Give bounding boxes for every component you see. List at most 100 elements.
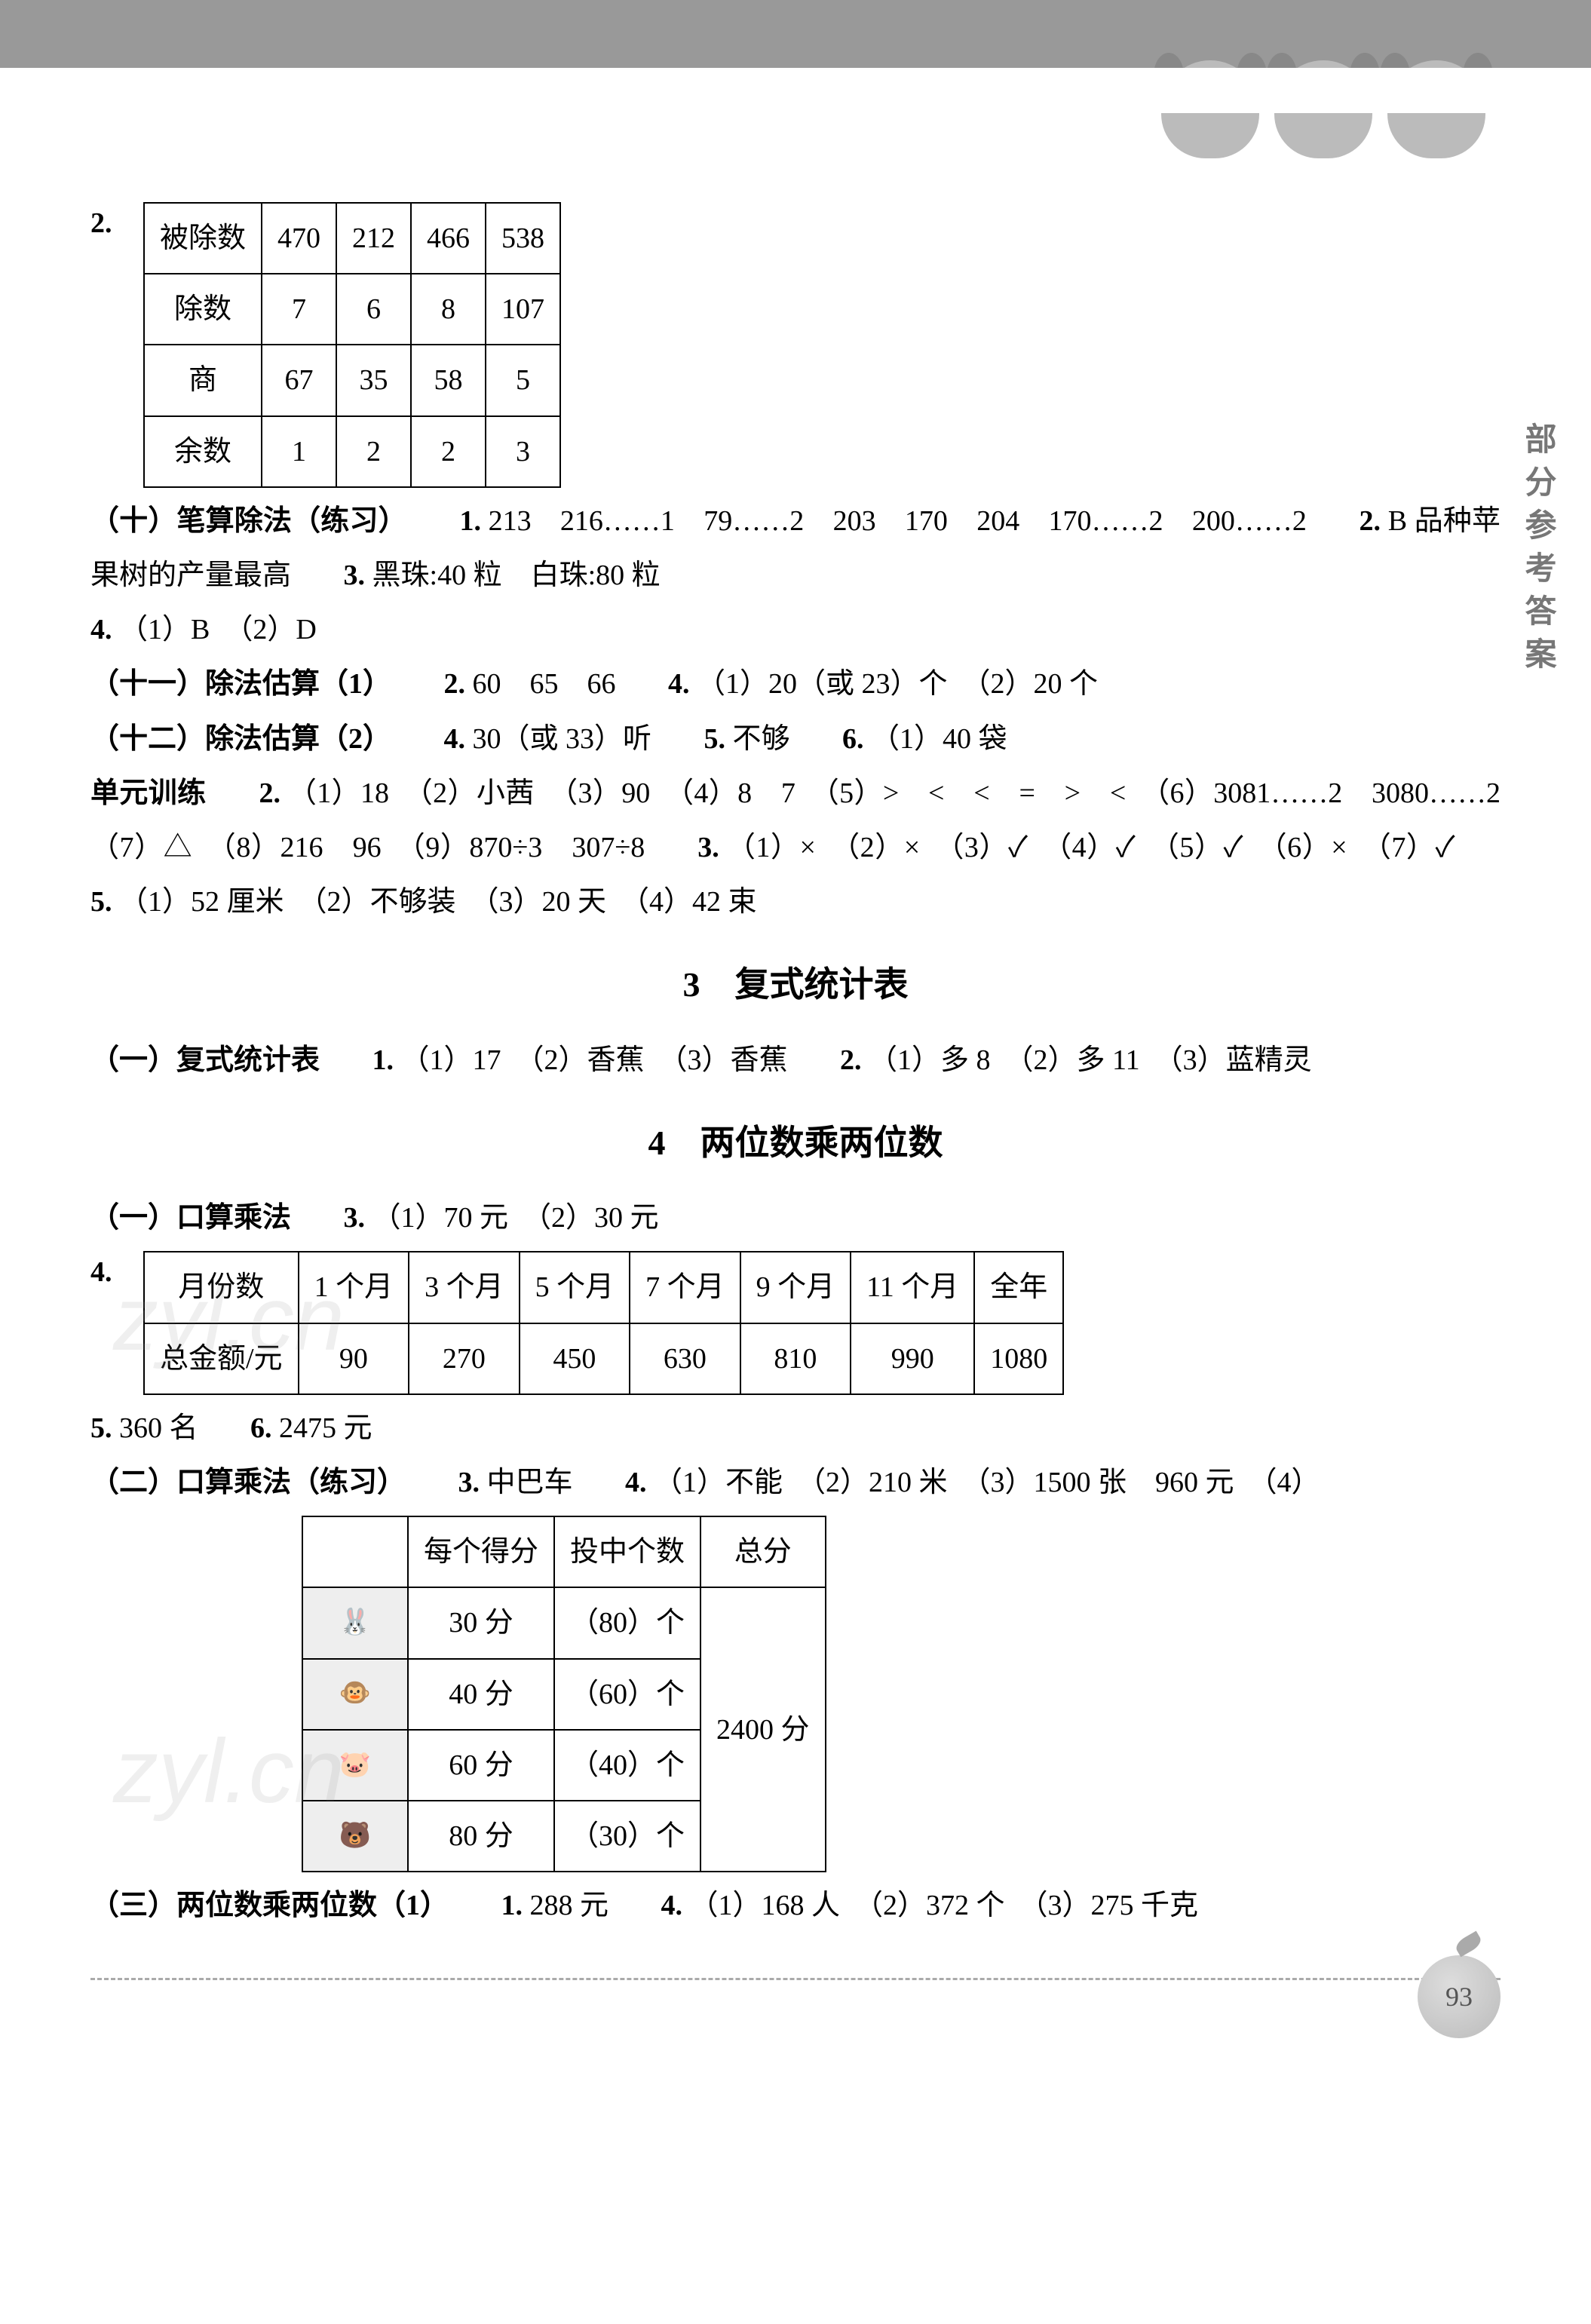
table-cell: 6 — [336, 274, 411, 345]
question-number: 6. — [250, 1412, 272, 1444]
table-cell: 30 分 — [408, 1587, 554, 1658]
table-cell: 3 个月 — [409, 1252, 520, 1323]
monkey-icon: 🐵 — [302, 1659, 408, 1730]
dog-icon — [1274, 60, 1372, 158]
page-number-badge: 93 — [1418, 1955, 1501, 2038]
answer-text: （1）× （2）× （3）✓ （4）✓ （5）✓ （6）× （7）✓ — [727, 832, 1455, 863]
table-cell — [302, 1516, 408, 1587]
table-cell: 40 分 — [408, 1659, 554, 1730]
page-number: 93 — [1445, 1981, 1473, 2013]
bear-icon: 🐻 — [302, 1801, 408, 1872]
question-number: 6. — [842, 723, 864, 755]
table-cell: 月份数 — [144, 1252, 299, 1323]
answer-text: （1）168 人 （2）372 个 （3）275 千克 — [690, 1890, 1199, 1921]
table-cell: 35 — [336, 345, 411, 415]
question-number: 4. — [661, 1890, 683, 1921]
table-cell: （30）个 — [554, 1801, 700, 1872]
table-cell: 7 — [262, 274, 336, 345]
question-number: 1. — [459, 505, 481, 537]
question-number: 5. — [704, 723, 726, 755]
section-3-1: （一）复式统计表 1. （1）17 （2）香蕉 （3）香蕉 2. （1）多 8 … — [90, 1033, 1501, 1087]
table-cell: 60 分 — [408, 1730, 554, 1801]
answer-text: 中巴车 — [487, 1467, 573, 1498]
question-number: 3. — [344, 560, 366, 591]
question-number: 4. — [668, 668, 690, 700]
table-cell: 9 个月 — [740, 1252, 851, 1323]
table-cell: 7 个月 — [630, 1252, 740, 1323]
table-cell: 投中个数 — [554, 1516, 700, 1587]
question-number: 2. — [840, 1044, 862, 1076]
total-cell: 2400 分 — [700, 1587, 826, 1872]
row-header: 被除数 — [144, 203, 262, 274]
question-number: 2. — [444, 668, 466, 700]
section-title: （十）笔算除法（练习） — [90, 505, 407, 537]
table-row: 商 67 35 58 5 — [144, 345, 560, 415]
question-number: 1. — [372, 1044, 394, 1076]
section-4-1: （一）口算乘法 3. （1）70 元 （2）30 元 — [90, 1191, 1501, 1245]
question-number: 2. — [259, 777, 280, 809]
table-cell: （60）个 — [554, 1659, 700, 1730]
table-cell: 80 分 — [408, 1801, 554, 1872]
footer-divider — [90, 1978, 1501, 2023]
answer-text: （1）52 厘米 （2）不够装 （3）20 天 （4）42 束 — [119, 886, 757, 918]
answer-text: 288 元 — [530, 1890, 609, 1921]
unit-training: 单元训练 2. （1）18 （2）小茜 （3）90 （4）8 7 （5）> < … — [90, 766, 1501, 930]
table-cell: 270 — [409, 1323, 520, 1394]
dog-icon — [1387, 60, 1485, 158]
division-table: 被除数 470 212 466 538 除数 7 6 8 107 商 67 35… — [143, 202, 561, 488]
table-row: 🐰 30 分 （80）个 2400 分 — [302, 1587, 826, 1658]
section-title: （十一）除法估算（1） — [90, 668, 391, 700]
table-cell: 每个得分 — [408, 1516, 554, 1587]
table-cell: 2 — [336, 416, 411, 487]
answer-text: 30（或 33）听 — [473, 723, 652, 755]
subsection-title: （一）口算乘法 — [90, 1202, 291, 1234]
section-12: （十二）除法估算（2） 4. 30（或 33）听 5. 不够 6. （1）40 … — [90, 712, 1501, 766]
table-cell: 1080 — [974, 1323, 1063, 1394]
table-cell: 5 个月 — [520, 1252, 630, 1323]
chapter-4-heading: 4 两位数乘两位数 — [90, 1110, 1501, 1176]
row-header: 除数 — [144, 274, 262, 345]
section-4-3: （三）两位数乘两位数（1） 1. 288 元 4. （1）168 人 （2）37… — [90, 1878, 1501, 1933]
question-number: 4. — [90, 1245, 128, 1299]
table-cell: 11 个月 — [851, 1252, 974, 1323]
rabbit-icon: 🐰 — [302, 1587, 408, 1658]
section-title: （十二）除法估算（2） — [90, 723, 391, 755]
question-number: 5. — [90, 886, 112, 918]
score-table-wrapper: 每个得分 投中个数 总分 🐰 30 分 （80）个 2400 分 🐵 40 分 … — [302, 1516, 1501, 1872]
table-cell: 1 — [262, 416, 336, 487]
table-cell: 538 — [486, 203, 560, 274]
decorative-cloud-header — [0, 0, 1591, 75]
answer-text: （1）B （2）D — [119, 614, 317, 645]
question-number: 2. — [90, 196, 128, 250]
question-4-table: 4. 月份数 1 个月 3 个月 5 个月 7 个月 9 个月 11 个月 全年… — [90, 1245, 1501, 1400]
table-cell: 8 — [411, 274, 486, 345]
months-table: 月份数 1 个月 3 个月 5 个月 7 个月 9 个月 11 个月 全年 总金… — [143, 1251, 1064, 1394]
answer-text: （1）多 8 （2）多 11 （3）蓝精灵 — [869, 1044, 1312, 1076]
section-10: （十）笔算除法（练习） 1. 213 216……1 79……2 203 170 … — [90, 494, 1501, 658]
table-cell: 2 — [411, 416, 486, 487]
question-number: 4. — [90, 614, 112, 645]
question-number: 2. — [1360, 505, 1381, 537]
dog-decorations — [1161, 60, 1485, 158]
answer-text: （1）40 袋 — [871, 723, 1007, 755]
table-row: 被除数 470 212 466 538 — [144, 203, 560, 274]
question-number: 3. — [344, 1202, 366, 1234]
question-number: 4. — [444, 723, 466, 755]
section-11: （十一）除法估算（1） 2. 60 65 66 4. （1）20（或 23）个 … — [90, 657, 1501, 711]
table-row: 余数 1 2 2 3 — [144, 416, 560, 487]
question-number: 4. — [625, 1467, 647, 1498]
answer-text: （1）不能 （2）210 米 （3）1500 张 960 元 （4） — [654, 1467, 1320, 1498]
answer-text: 60 65 66 — [473, 668, 616, 700]
table-cell: 全年 — [974, 1252, 1063, 1323]
table-cell: 990 — [851, 1323, 974, 1394]
table-cell: （40）个 — [554, 1730, 700, 1801]
table-cell: 810 — [740, 1323, 851, 1394]
question-number: 3. — [697, 832, 719, 863]
dog-icon — [1161, 60, 1259, 158]
pig-icon: 🐷 — [302, 1730, 408, 1801]
table-cell: 1 个月 — [299, 1252, 409, 1323]
answer-text: 黑珠:40 粒 白珠:80 粒 — [372, 560, 661, 591]
question-number: 3. — [458, 1467, 480, 1498]
side-section-label: 部分参考答案 — [1515, 422, 1561, 680]
answer-text: 360 名 — [119, 1412, 198, 1444]
